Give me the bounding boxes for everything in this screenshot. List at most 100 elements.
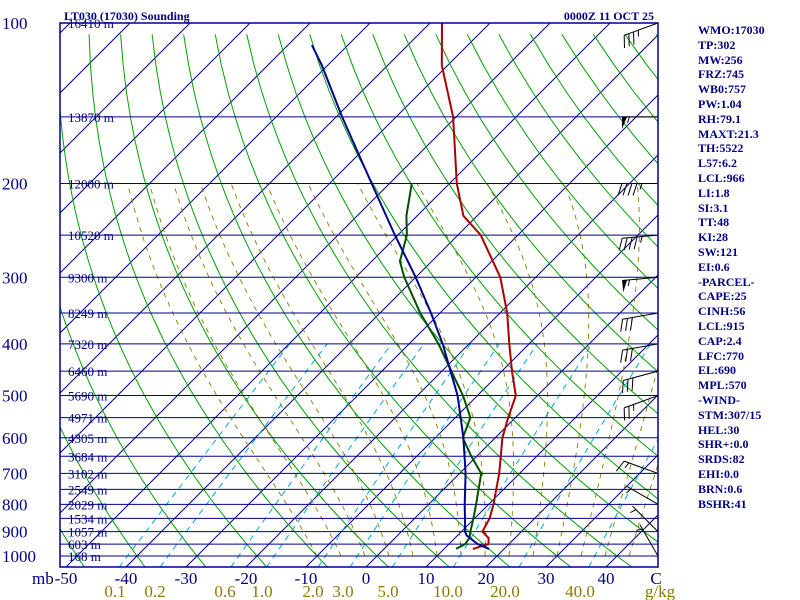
moist-adiabat-line — [307, 183, 462, 557]
height-label: 8249 m — [68, 306, 107, 321]
mixing-ratio-line — [118, 343, 291, 567]
index-line: CAPE:25 — [698, 289, 747, 304]
index-line: MPL:570 — [698, 378, 747, 393]
height-label: 10520 m — [68, 228, 114, 243]
plot-frame — [59, 22, 659, 568]
wind-barb-staff — [622, 312, 659, 320]
wind-barb-feather — [625, 349, 628, 362]
isotherm-line — [60, 23, 491, 454]
index-line: SRDS:82 — [698, 452, 745, 467]
dry-adiabat-line — [214, 34, 572, 567]
mixing-ratio-tick-label: 5.0 — [377, 582, 398, 600]
pressure-tick-label: 700 — [2, 464, 28, 483]
wind-barb-feather — [632, 183, 638, 196]
temperature-tick-label: 30 — [538, 569, 555, 588]
pressure-tick-label: 200 — [2, 174, 28, 193]
index-line: SHR+:0.0 — [698, 437, 749, 452]
height-label: 5690 m — [68, 389, 107, 404]
height-label: 168 m — [68, 549, 101, 564]
wind-barb — [621, 370, 659, 394]
index-line: RH:79.1 — [698, 111, 741, 126]
pressure-tick-label: 400 — [2, 335, 28, 354]
moist-adiabat-line — [556, 183, 590, 557]
temperature-trace — [440, 23, 517, 550]
mixing-ratio-line — [588, 438, 658, 567]
height-label: 7320 m — [68, 337, 107, 352]
wind-barb — [617, 182, 658, 196]
index-line: BRN:0.6 — [698, 481, 743, 496]
wind-barb-feather — [622, 183, 628, 196]
temperature-tick-label: -40 — [115, 569, 138, 588]
wind-barb-half-feather — [627, 116, 630, 124]
mixing-ratio-tick-label: 2.0 — [302, 582, 323, 600]
height-label: 603 m — [68, 537, 101, 552]
wind-barb-feather — [625, 318, 628, 331]
mixing-ratio-tick-label: 3.0 — [332, 582, 353, 600]
index-line: LCL:966 — [698, 170, 745, 185]
dry-adiabat-line — [183, 34, 511, 567]
wind-barb-feather — [626, 379, 629, 392]
height-label: 2549 m — [68, 482, 107, 497]
temperature-tick-label: 10 — [418, 569, 435, 588]
moist-adiabat-line — [266, 183, 438, 557]
sounding-traces — [311, 23, 517, 550]
wind-barb-pennant — [622, 280, 628, 293]
index-line: HEL:30 — [698, 422, 740, 437]
pressure-tick-label: 1000 — [2, 547, 36, 566]
mixing-ratio-line — [159, 343, 328, 567]
dry-adiabat-line — [60, 305, 207, 567]
dry-adiabat-line — [120, 34, 390, 567]
moist-adiabat-line — [486, 183, 548, 557]
wind-barb-feather — [615, 460, 625, 472]
isotherm-line — [60, 23, 431, 394]
mixing-ratio-tick-label: 0.6 — [214, 582, 235, 600]
index-line: EHI:0.0 — [698, 466, 740, 481]
index-line: SW:121 — [698, 244, 739, 259]
moist-adiabat-line — [357, 183, 486, 556]
mixing-ratio-line — [317, 343, 471, 567]
index-line: EL:690 — [698, 363, 737, 378]
plot-border — [59, 22, 659, 568]
wind-barb-feather — [621, 380, 624, 394]
temperature-tick-label: -30 — [175, 569, 198, 588]
temperature-tick-label: -50 — [55, 569, 78, 588]
wind-barb-feather — [631, 377, 634, 391]
index-line: WMO:17030 — [698, 23, 765, 37]
dry-adiabat-line — [151, 34, 450, 567]
isotherm-line — [60, 23, 251, 214]
moist-adiabat-line — [148, 183, 342, 557]
wind-barb-half-feather — [624, 462, 630, 469]
dry-adiabat-line — [60, 425, 146, 567]
wind-barb-feather — [620, 350, 624, 363]
wind-barb — [620, 343, 659, 363]
height-label: 1534 m — [68, 511, 107, 526]
index-line: TP:302 — [698, 37, 736, 52]
index-line: FRZ:745 — [698, 67, 744, 82]
wind-barb — [622, 116, 658, 129]
mixing-ratio-tick-label: 40.0 — [565, 582, 595, 600]
isotherm-line — [60, 23, 191, 154]
index-line: STM:307/15 — [698, 407, 762, 422]
isotherm-line — [60, 23, 371, 334]
wind-barb — [630, 505, 659, 532]
index-line: LCL:915 — [698, 318, 745, 333]
wind-barb-feather — [633, 236, 638, 250]
moist-adiabat-line — [230, 183, 414, 557]
mixing-ratio-tick-label: 0.1 — [104, 582, 125, 600]
dry-adiabat-lines — [60, 33, 658, 567]
mixing-ratio-lines — [118, 343, 658, 567]
wind-barb — [636, 524, 659, 557]
index-line: -WIND- — [698, 392, 740, 407]
wind-barb-staff — [622, 343, 659, 351]
isotherm-line — [60, 23, 311, 274]
index-line: TT:48 — [698, 215, 730, 230]
wind-barb-half-feather — [640, 236, 643, 243]
height-label: 3102 m — [68, 466, 107, 481]
index-line: TH:5522 — [698, 141, 744, 156]
isotherm-line — [125, 34, 658, 567]
isotherm-line — [365, 274, 658, 567]
isobar-lines — [60, 22, 658, 557]
wind-barb-staff — [622, 234, 659, 239]
dry-adiabat-line — [309, 34, 658, 500]
